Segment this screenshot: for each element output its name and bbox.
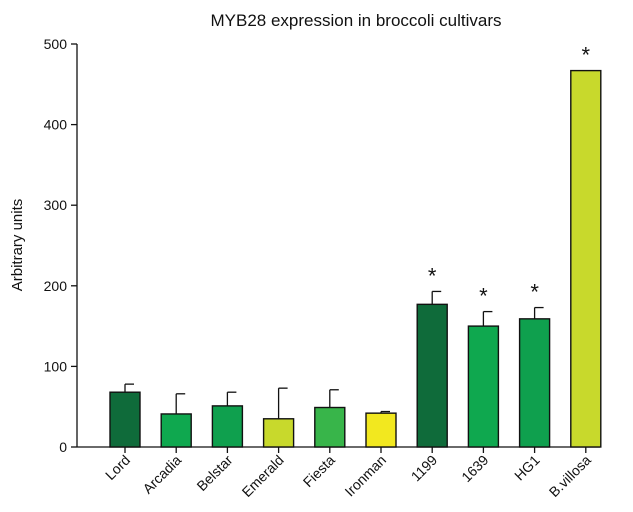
x-tick-label: Belstar [193, 452, 235, 494]
x-tick-label: Emerald [239, 452, 287, 500]
x-tick-label: Ironman [341, 452, 389, 500]
x-tick-label: Arcadia [139, 452, 184, 497]
x-tick-label: B.villosa [546, 452, 594, 500]
bar [262, 418, 295, 448]
y-axis-label: Arbitrary units [9, 199, 26, 292]
x-tick-label: 1639 [458, 452, 491, 485]
significance-marker: * [530, 280, 539, 305]
x-tick-label: Fiesta [300, 452, 338, 490]
bar [467, 325, 500, 448]
bar [109, 391, 141, 448]
significance-marker: * [428, 263, 437, 288]
bar [570, 69, 602, 448]
significance-marker: * [479, 284, 488, 309]
bar [160, 413, 192, 448]
x-tick-label: HG1 [511, 452, 543, 484]
y-tick-label: 300 [44, 197, 68, 213]
bar [314, 406, 346, 448]
bar [416, 303, 448, 448]
bar [518, 318, 551, 448]
y-tick-label: 100 [44, 358, 68, 374]
significance-marker: * [582, 43, 591, 68]
chart-title: MYB28 expression in broccoli cultivars [210, 11, 501, 30]
bars-group: * * * * [109, 43, 602, 448]
x-tick-label: 1199 [408, 452, 441, 485]
y-tick-label: 500 [44, 36, 68, 52]
y-tick-label: 200 [44, 278, 68, 294]
x-tick-label: Lord [102, 452, 133, 483]
bar [365, 412, 397, 448]
bar [211, 405, 244, 448]
y-tick-label: 400 [44, 117, 68, 133]
y-tick-label: 0 [59, 439, 67, 455]
